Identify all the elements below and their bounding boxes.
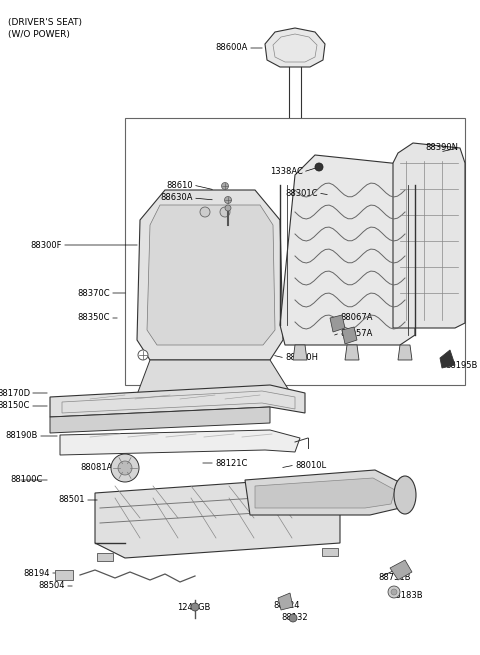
Text: 88630A: 88630A bbox=[160, 193, 193, 202]
Ellipse shape bbox=[394, 476, 416, 514]
Circle shape bbox=[315, 163, 323, 171]
Polygon shape bbox=[95, 478, 340, 558]
Text: 88132: 88132 bbox=[282, 614, 308, 622]
Text: 88010L: 88010L bbox=[295, 460, 326, 470]
Polygon shape bbox=[278, 593, 293, 610]
Text: 1338AC: 1338AC bbox=[270, 168, 303, 176]
Text: 88057A: 88057A bbox=[340, 329, 372, 337]
Text: 88081A: 88081A bbox=[81, 464, 113, 472]
Bar bbox=[97, 553, 113, 561]
Circle shape bbox=[220, 207, 230, 217]
Text: (W/O POWER): (W/O POWER) bbox=[8, 30, 70, 39]
Polygon shape bbox=[280, 155, 415, 345]
Polygon shape bbox=[330, 315, 345, 332]
Circle shape bbox=[225, 205, 231, 211]
Text: (DRIVER'S SEAT): (DRIVER'S SEAT) bbox=[8, 18, 82, 27]
Polygon shape bbox=[50, 407, 270, 433]
Text: 88630: 88630 bbox=[173, 206, 200, 214]
Circle shape bbox=[200, 207, 210, 217]
Text: 88390N: 88390N bbox=[425, 143, 458, 153]
Polygon shape bbox=[398, 345, 412, 360]
Circle shape bbox=[118, 461, 132, 475]
Text: 88067A: 88067A bbox=[340, 314, 372, 322]
Circle shape bbox=[111, 454, 139, 482]
Text: 88150C: 88150C bbox=[0, 402, 30, 411]
Text: 88183B: 88183B bbox=[390, 591, 422, 599]
Polygon shape bbox=[147, 205, 275, 345]
Polygon shape bbox=[440, 350, 455, 368]
Polygon shape bbox=[135, 360, 295, 400]
Text: 88190B: 88190B bbox=[6, 432, 38, 441]
Text: 88301C: 88301C bbox=[286, 189, 318, 198]
Bar bbox=[55, 570, 73, 580]
Text: 88610: 88610 bbox=[167, 181, 193, 189]
Text: 88501: 88501 bbox=[59, 495, 85, 504]
Polygon shape bbox=[293, 345, 307, 360]
Polygon shape bbox=[255, 478, 395, 508]
Circle shape bbox=[289, 614, 297, 622]
Polygon shape bbox=[50, 385, 305, 417]
Text: 88194: 88194 bbox=[24, 569, 50, 578]
Text: 88195B: 88195B bbox=[445, 360, 478, 369]
Text: 88600A: 88600A bbox=[216, 43, 248, 52]
Text: 88504: 88504 bbox=[38, 582, 65, 591]
Circle shape bbox=[138, 350, 148, 360]
Polygon shape bbox=[265, 28, 325, 67]
Text: 1249GB: 1249GB bbox=[177, 603, 211, 612]
Text: 88024: 88024 bbox=[274, 601, 300, 610]
Text: 88610C: 88610C bbox=[168, 219, 200, 227]
Text: 88350C: 88350C bbox=[77, 314, 110, 322]
Polygon shape bbox=[342, 327, 357, 344]
Text: 88390H: 88390H bbox=[285, 354, 318, 362]
Circle shape bbox=[221, 183, 228, 189]
Text: 88170D: 88170D bbox=[0, 388, 30, 398]
Circle shape bbox=[388, 586, 400, 598]
Text: 88121C: 88121C bbox=[215, 458, 247, 468]
Polygon shape bbox=[390, 560, 412, 580]
Circle shape bbox=[191, 603, 199, 611]
Text: 88100C: 88100C bbox=[10, 476, 42, 485]
Polygon shape bbox=[60, 430, 300, 455]
Circle shape bbox=[225, 196, 231, 204]
Text: 88370C: 88370C bbox=[77, 288, 110, 297]
Bar bbox=[125, 118, 465, 385]
Text: 88300F: 88300F bbox=[31, 240, 62, 250]
Polygon shape bbox=[345, 345, 359, 360]
Circle shape bbox=[391, 589, 397, 595]
Polygon shape bbox=[245, 470, 405, 515]
Text: 88751B: 88751B bbox=[378, 574, 410, 582]
Polygon shape bbox=[137, 190, 283, 360]
Bar bbox=[322, 548, 338, 556]
Polygon shape bbox=[393, 143, 465, 328]
